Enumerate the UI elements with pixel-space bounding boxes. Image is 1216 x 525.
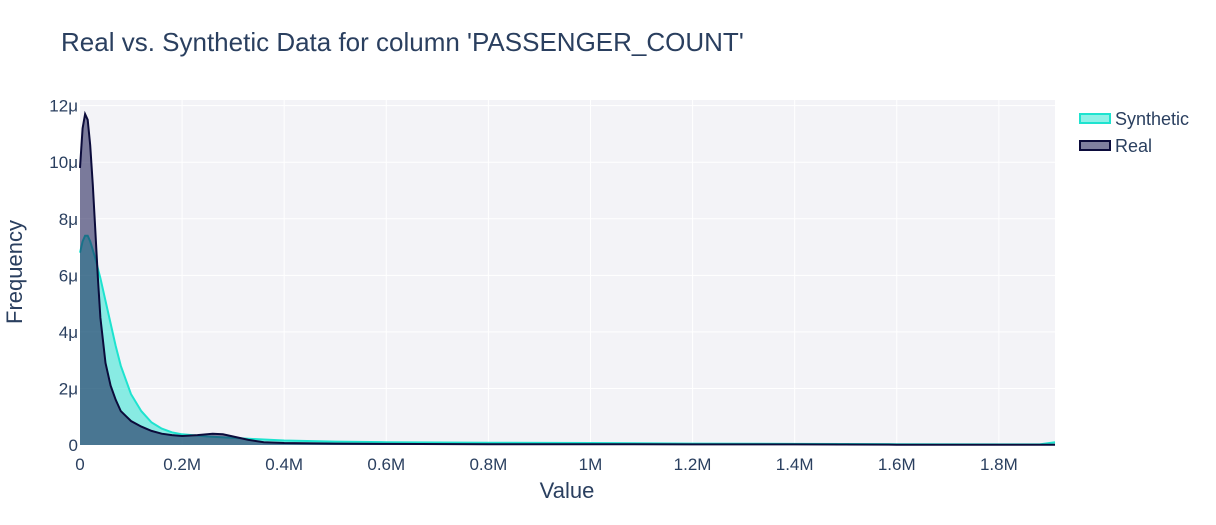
- y-tick-label: 6μ: [59, 266, 78, 285]
- x-tick-label: 0.8M: [469, 455, 507, 474]
- x-tick-label: 0.4M: [265, 455, 303, 474]
- legend-item-real[interactable]: Real: [1079, 136, 1152, 156]
- x-tick-label: 1M: [579, 455, 603, 474]
- y-tick-label: 2μ: [59, 379, 78, 398]
- y-tick-label: 0: [69, 436, 78, 455]
- legend-item-synthetic[interactable]: Synthetic: [1079, 109, 1189, 129]
- legend: Synthetic Real: [1079, 109, 1189, 156]
- y-tick-label: 8μ: [59, 210, 78, 229]
- y-tick-label: 4μ: [59, 323, 78, 342]
- x-axis-ticks: 0 0.2M 0.4M 0.6M 0.8M 1M 1.2M 1.4M 1.6M 1.8M: [75, 455, 1017, 474]
- plot-area: [80, 100, 1055, 445]
- x-tick-label: 0: [75, 455, 84, 474]
- x-tick-label: 1.2M: [674, 455, 712, 474]
- x-tick-label: 1.4M: [776, 455, 814, 474]
- chart-title: Real vs. Synthetic Data for column 'PASS…: [61, 27, 744, 57]
- series-line-real: [79, 110, 1055, 446]
- gridlines: [80, 100, 1055, 445]
- x-tick-label: 1.6M: [878, 455, 916, 474]
- legend-swatch: [1079, 140, 1111, 151]
- x-tick-label: 0.6M: [367, 455, 405, 474]
- y-axis-title: Frequency: [2, 220, 27, 324]
- y-tick-label: 12μ: [49, 97, 78, 116]
- y-axis-ticks: 0 2μ 4μ 6μ 8μ 10μ 12μ: [49, 97, 78, 455]
- series-layer: [79, 110, 1056, 446]
- x-axis-title: Value: [540, 478, 595, 503]
- legend-swatch: [1079, 113, 1111, 124]
- x-tick-label: 1.8M: [980, 455, 1018, 474]
- y-tick-label: 10μ: [49, 153, 78, 172]
- legend-label: Synthetic: [1115, 109, 1189, 129]
- x-tick-label: 0.2M: [163, 455, 201, 474]
- legend-label: Real: [1115, 136, 1152, 156]
